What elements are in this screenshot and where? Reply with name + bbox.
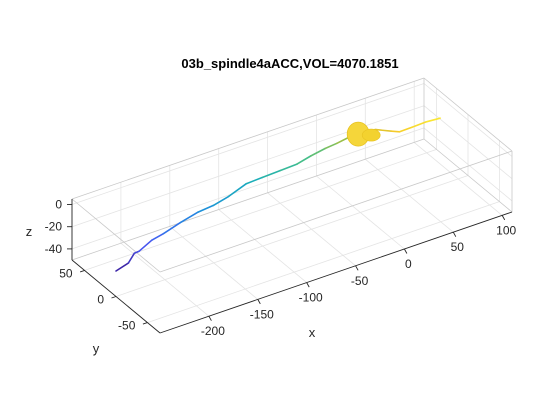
soma-marker-lobe [361, 128, 381, 142]
box-edge [71, 77, 425, 200]
z-tick-label: 0 [55, 198, 62, 212]
y-tick-label: -50 [118, 319, 136, 333]
grid [71, 81, 513, 323]
trace-segment [296, 155, 312, 165]
trace-segment [212, 195, 230, 207]
x-axis-line [159, 211, 513, 334]
y-tick-label: 50 [59, 266, 73, 280]
box-edge [71, 198, 161, 273]
x-tick-label: -150 [250, 307, 274, 321]
grid-line-back-z [71, 83, 425, 205]
x-tick-mark [501, 215, 506, 221]
trace-segment [279, 163, 298, 172]
y-axis-label: y [93, 341, 100, 356]
box-edge [71, 138, 425, 261]
trace-segment [425, 117, 441, 123]
trace-segment [411, 121, 428, 128]
grid-line-floor-y [115, 175, 469, 297]
x-tick-label: 0 [405, 257, 412, 271]
x-tick-mark [404, 248, 408, 254]
axes-box [71, 77, 513, 273]
trace-segment [179, 211, 199, 224]
trace-segment [162, 221, 182, 235]
data-trace [115, 117, 441, 272]
trace-segment [138, 239, 153, 253]
y-tick-mark [111, 296, 117, 299]
trace-segment [227, 182, 248, 198]
z-tick-label: -40 [45, 242, 63, 256]
x-tick-label: -50 [351, 274, 369, 288]
trace-segment [115, 262, 130, 272]
x-tick-mark [355, 265, 359, 271]
grid-line-floor-y [147, 201, 500, 323]
x-tick-label: 50 [451, 240, 465, 254]
trace-segment [261, 169, 281, 179]
x-tick-label: 100 [496, 223, 516, 237]
grid-line-side-z [423, 127, 513, 202]
box-edge [159, 150, 513, 273]
trace-segment [197, 204, 215, 213]
x-axis-label: x [309, 325, 316, 340]
trace-segment [151, 232, 165, 241]
box-edge [423, 77, 513, 152]
trace-segment [390, 130, 401, 133]
x-tick-mark [306, 282, 310, 288]
y-tick-mark [142, 322, 148, 325]
y-tick-mark [79, 269, 85, 273]
trace-segment [309, 147, 326, 157]
trace-segment [245, 176, 264, 185]
trace-segment [374, 128, 393, 132]
trace-segment [127, 252, 136, 264]
x-tick-mark [452, 231, 457, 237]
trace-segment [133, 250, 140, 254]
z-tick-label: -20 [45, 220, 63, 234]
trace-segment [398, 126, 413, 133]
grid-line-floor-y [84, 149, 437, 271]
trace-segment [324, 142, 338, 150]
y-tick-label: 0 [97, 293, 104, 307]
grid-line-back-z [71, 127, 425, 250]
grid-line-side-z [423, 83, 513, 157]
x-tick-mark [208, 315, 212, 321]
chart-title: 03b_spindle4aACC,VOL=4070.1851 [181, 56, 398, 71]
box-edge [423, 138, 513, 213]
x-tick-label: -200 [201, 324, 225, 338]
x-tick-mark [257, 299, 261, 305]
z-axis-label: z [26, 224, 33, 239]
x-tick-label: -100 [299, 291, 323, 305]
